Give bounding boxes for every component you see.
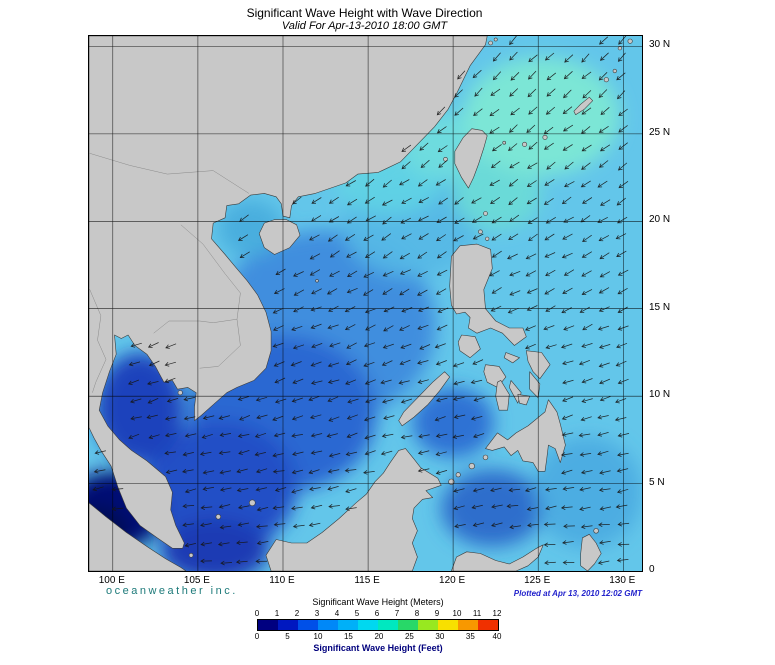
legend-feet-tick: 10 bbox=[313, 632, 323, 641]
landmasses bbox=[89, 36, 633, 571]
legend-feet-tick: 20 bbox=[374, 632, 384, 641]
lat-tick-label: 0 bbox=[649, 564, 655, 575]
legend-colorbar bbox=[257, 619, 499, 631]
legend-feet-ticks: 0 5 10 15 20 25 30 35 40 bbox=[255, 632, 502, 641]
legend-meter-tick: 6 bbox=[374, 609, 380, 618]
legend-feet-title: Significant Wave Height (Feet) bbox=[313, 643, 443, 653]
legend-meter-tick: 0 bbox=[254, 609, 260, 618]
legend-colorbar-segment bbox=[398, 620, 418, 630]
country-borders bbox=[89, 152, 250, 393]
chart-valid-time: Valid For Apr-13-2010 18:00 GMT bbox=[281, 20, 448, 32]
legend-meter-tick: 11 bbox=[472, 609, 482, 618]
lon-tick-label: 115 E bbox=[354, 575, 380, 586]
legend-colorbar-segment bbox=[318, 620, 338, 630]
legend-meter-tick: 9 bbox=[434, 609, 440, 618]
legend-colorbar-segment bbox=[258, 620, 278, 630]
legend-colorbar-segment bbox=[458, 620, 478, 630]
plot-timestamp: Plotted at Apr 13, 2010 12:02 GMT bbox=[513, 589, 642, 598]
wave-direction-arrows bbox=[92, 36, 630, 566]
lon-tick-label: 105 E bbox=[183, 575, 210, 586]
legend-colorbar-segment bbox=[418, 620, 438, 630]
lon-tick-label: 100 E bbox=[98, 575, 125, 586]
lat-tick-label: 5 N bbox=[649, 476, 665, 488]
legend-colorbar-segment bbox=[298, 620, 318, 630]
lat-tick-label: 15 N bbox=[649, 301, 671, 313]
legend-meters-title: Significant Wave Height (Meters) bbox=[312, 597, 444, 607]
legend-meter-tick: 4 bbox=[334, 609, 340, 618]
legend-meter-tick: 1 bbox=[274, 609, 280, 618]
legend-feet-tick: 30 bbox=[435, 632, 445, 641]
legend-feet-tick: 35 bbox=[465, 632, 475, 641]
legend-meter-tick: 2 bbox=[294, 609, 300, 618]
oceanweather-branding: oceanweather inc. bbox=[106, 585, 238, 597]
legend-colorbar-segment bbox=[478, 620, 498, 630]
legend-meter-tick: 10 bbox=[452, 609, 462, 618]
chart-title: Significant Wave Height with Wave Direct… bbox=[246, 6, 483, 20]
legend-colorbar-segment bbox=[278, 620, 298, 630]
legend-meter-tick: 7 bbox=[394, 609, 400, 618]
legend-colorbar-segment bbox=[438, 620, 458, 630]
legend-feet-tick: 40 bbox=[492, 632, 502, 641]
legend-feet-tick: 0 bbox=[254, 632, 260, 641]
lon-tick-label: 120 E bbox=[439, 575, 466, 586]
lat-tick-label: 25 N bbox=[649, 126, 671, 138]
legend-meter-ticks: 0 1 2 3 4 5 6 7 8 9 10 11 12 bbox=[255, 609, 502, 618]
legend-meter-tick: 8 bbox=[414, 609, 420, 618]
lon-tick-label: 130 E bbox=[609, 575, 636, 586]
map-canvas bbox=[89, 36, 642, 571]
legend-meter-tick: 5 bbox=[354, 609, 360, 618]
legend-feet-tick: 5 bbox=[285, 632, 290, 641]
lat-tick-label: 10 N bbox=[649, 389, 671, 401]
legend-colorbar-segment bbox=[358, 620, 378, 630]
legend-meter-tick: 3 bbox=[314, 609, 320, 618]
lat-tick-label: 30 N bbox=[649, 39, 671, 51]
legend-feet-tick: 25 bbox=[404, 632, 414, 641]
lon-tick-label: 125 E bbox=[524, 575, 551, 586]
legend-colorbar-segment bbox=[378, 620, 398, 630]
lon-tick-label: 110 E bbox=[269, 575, 295, 586]
legend-meter-tick: 12 bbox=[492, 609, 502, 618]
legend-colorbar-segment bbox=[338, 620, 358, 630]
lat-tick-label: 20 N bbox=[649, 214, 671, 226]
legend-feet-tick: 15 bbox=[343, 632, 353, 641]
map-frame bbox=[88, 35, 643, 572]
